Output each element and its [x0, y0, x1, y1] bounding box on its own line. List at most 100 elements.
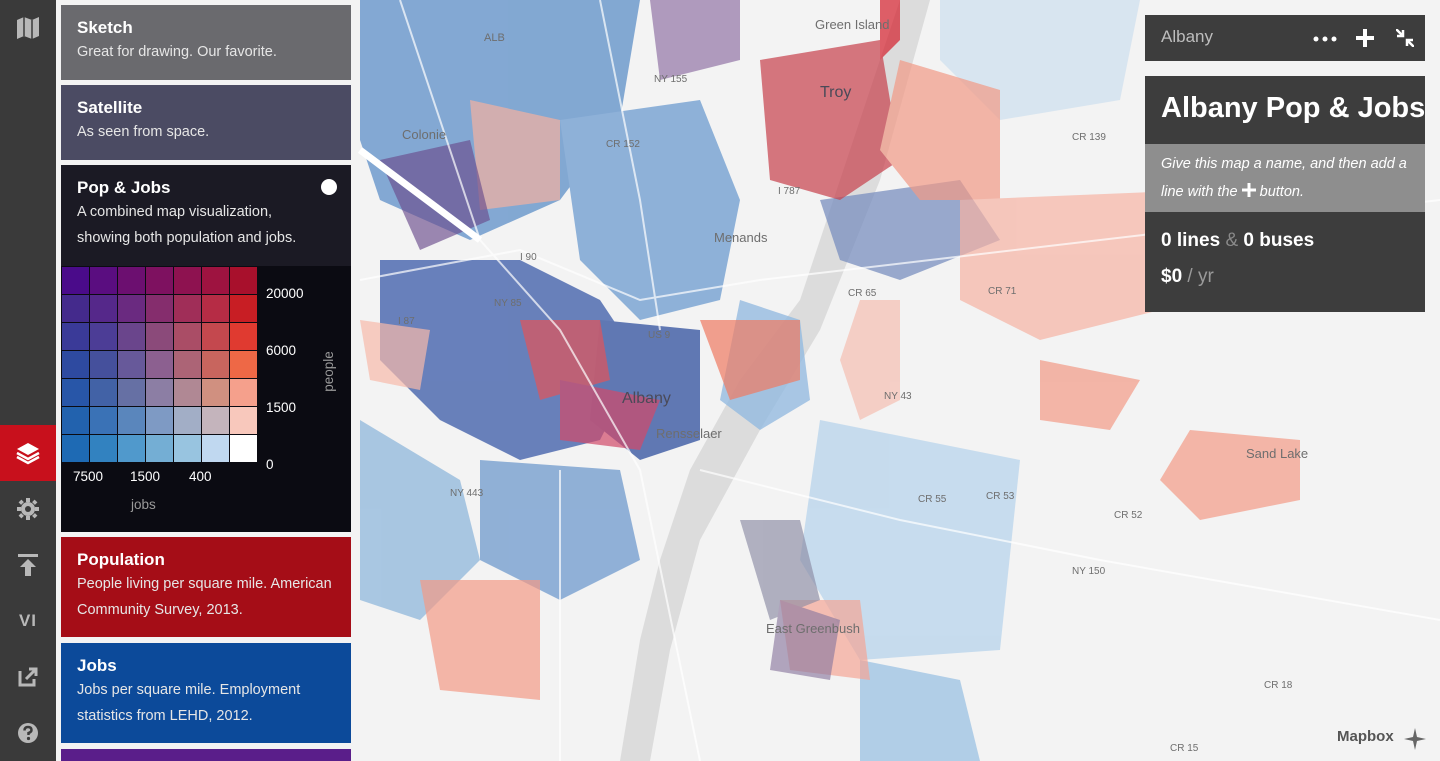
layer-pop-jobs[interactable]: Pop & Jobs A combined map visualization,… — [61, 165, 351, 266]
legend-cell — [174, 351, 201, 378]
more-icon[interactable] — [1313, 29, 1337, 54]
legend-cell — [202, 351, 229, 378]
layer-sketch-desc: Great for drawing. Our favorite. — [77, 44, 277, 60]
legend-cell — [230, 351, 257, 378]
label-colonie: Colonie — [402, 127, 447, 142]
legend-cell — [202, 267, 229, 294]
legend-cell — [174, 323, 201, 350]
vi-button[interactable]: VI — [0, 593, 56, 649]
label-cr-65: CR 65 — [848, 288, 877, 299]
plus-icon[interactable] — [1355, 28, 1375, 53]
legend-cell — [146, 267, 173, 294]
legend-cell — [146, 323, 173, 350]
legend-cell — [90, 407, 117, 434]
layer-jobs-title: Jobs — [77, 656, 117, 675]
share-icon[interactable] — [0, 649, 56, 705]
people-tick-0: 0 — [266, 457, 274, 472]
legend-cell — [230, 323, 257, 350]
label-rensselaer: Rensselaer — [656, 426, 722, 441]
map-title[interactable]: Albany Pop & Jobs — [1145, 76, 1425, 144]
legend-cell — [202, 323, 229, 350]
gear-icon[interactable] — [0, 481, 56, 537]
legend-cell — [62, 295, 89, 322]
layers-icon[interactable] — [0, 425, 56, 481]
legend-cell — [174, 267, 201, 294]
legend-cell — [146, 379, 173, 406]
layer-satellite[interactable]: Satellite As seen from space. — [61, 85, 351, 160]
lines-label: lines — [1176, 230, 1221, 251]
tracts-red — [360, 0, 1300, 700]
legend-cell — [118, 323, 145, 350]
legend-cell — [202, 407, 229, 434]
selected-indicator — [321, 179, 337, 195]
legend-cell — [174, 435, 201, 462]
bivariate-legend: 20000 6000 1500 0 people 7500 1500 400 j… — [61, 266, 351, 532]
layer-population-title: Population — [77, 550, 165, 569]
layer-satellite-desc: As seen from space. — [77, 124, 210, 140]
legend-cell — [90, 323, 117, 350]
map-icon[interactable] — [0, 0, 56, 56]
label-menands: Menands — [714, 230, 768, 245]
legend-cell — [62, 267, 89, 294]
lines-count: 0 — [1161, 230, 1172, 251]
legend-cell — [230, 435, 257, 462]
label-ny-43: NY 43 — [884, 391, 912, 402]
compass-icon — [1404, 728, 1426, 755]
map-stats: 0 lines & 0 buses $0 / yr — [1145, 212, 1425, 312]
label-green-island: Green Island — [815, 17, 890, 32]
legend-cell — [146, 407, 173, 434]
legend-cell — [230, 379, 257, 406]
jobs-axis-label: jobs — [131, 497, 156, 512]
cost-unit: / yr — [1187, 266, 1214, 287]
layer-satellite-title: Satellite — [77, 98, 143, 117]
legend-cell — [62, 379, 89, 406]
layer-jobs[interactable]: Jobs Jobs per square mile. Employment st… — [61, 643, 351, 743]
legend-cell — [90, 295, 117, 322]
legend-cell — [62, 407, 89, 434]
buses-count: 0 — [1243, 230, 1254, 251]
legend-cell — [90, 267, 117, 294]
legend-cell — [118, 351, 145, 378]
mapbox-attribution[interactable]: Mapbox — [1337, 728, 1394, 745]
amp-separator: & — [1225, 230, 1239, 251]
tracts-purple — [380, 0, 840, 680]
legend-cell — [118, 267, 145, 294]
legend-cell — [118, 295, 145, 322]
label-ny-85: NY 85 — [494, 298, 522, 309]
layer-population[interactable]: Population People living per square mile… — [61, 537, 351, 637]
legend-cell — [146, 435, 173, 462]
city-label: Albany — [1161, 27, 1213, 46]
label-cr-52: CR 52 — [1114, 510, 1143, 521]
lines-buses-row: 0 lines & 0 buses — [1161, 230, 1314, 252]
legend-cell — [118, 379, 145, 406]
layer-next[interactable] — [61, 749, 351, 761]
jobs-tick-400: 400 — [189, 469, 212, 484]
label-albany: Albany — [622, 390, 671, 407]
map-hint: Give this map a name, and then add a lin… — [1145, 144, 1425, 212]
label-cr-139: CR 139 — [1072, 132, 1106, 143]
help-icon[interactable] — [0, 705, 56, 761]
collapse-icon[interactable] — [1395, 28, 1415, 52]
label-cr-15: CR 15 — [1170, 743, 1199, 754]
people-axis-label: people — [320, 351, 336, 392]
legend-cell — [174, 295, 201, 322]
cost-row: $0 / yr — [1161, 266, 1214, 288]
legend-cell — [174, 407, 201, 434]
plus-inline-icon — [1241, 183, 1256, 197]
map-info-box: Albany Albany Pop & Jobs Give this map a… — [1145, 15, 1425, 312]
layer-population-desc: People living per square mile. American … — [77, 576, 332, 618]
label-us-9: US 9 — [648, 330, 671, 341]
vi-label: VI — [18, 611, 38, 630]
legend-cell — [230, 407, 257, 434]
people-tick-6000: 6000 — [266, 343, 297, 358]
people-tick-1500: 1500 — [266, 400, 297, 415]
label-ny-155: NY 155 — [654, 74, 688, 85]
label-ny-150: NY 150 — [1072, 566, 1106, 577]
label-cr-53: CR 53 — [986, 491, 1015, 502]
layer-sketch[interactable]: Sketch Great for drawing. Our favorite. — [61, 5, 351, 80]
label-i-787: I 787 — [778, 186, 801, 197]
legend-cell — [62, 435, 89, 462]
roads — [359, 0, 1440, 761]
label-cr-18: CR 18 — [1264, 680, 1293, 691]
upload-icon[interactable] — [0, 537, 56, 593]
